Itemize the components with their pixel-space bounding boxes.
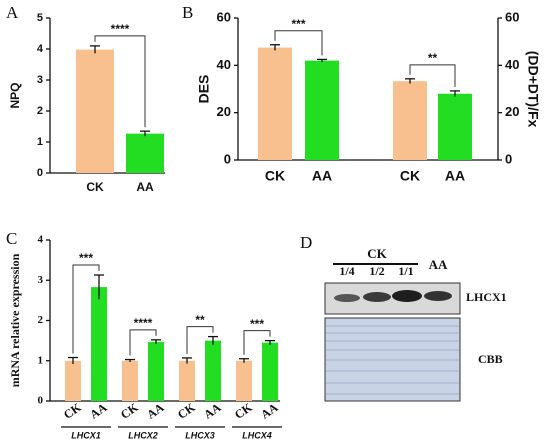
significance-bracket xyxy=(94,35,146,128)
group-label: CK xyxy=(367,246,387,261)
bar xyxy=(65,360,81,401)
y2-tick-label: 0 xyxy=(505,151,512,166)
group-label: LHCX1 xyxy=(71,430,101,440)
significance-label: ** xyxy=(195,313,205,327)
significance-bracket xyxy=(409,64,456,87)
panel-label: D xyxy=(300,233,312,252)
band xyxy=(363,292,391,302)
blot-panel: D CK 1/4 1/2 1/1 AA LHCX1 CBB xyxy=(300,233,507,402)
bar xyxy=(305,60,339,160)
y-axis-label: NPQ xyxy=(8,82,22,108)
lane-label: 1/1 xyxy=(398,264,413,278)
significance-label: *** xyxy=(79,251,93,265)
x-tick-label: AA xyxy=(136,180,154,194)
y-tick-label: 20 xyxy=(217,104,231,119)
bar xyxy=(91,287,107,401)
bar xyxy=(122,360,138,401)
y-tick-label: 4 xyxy=(38,234,44,246)
group-label: LHCX4 xyxy=(242,430,272,440)
stain-label: CBB xyxy=(478,352,503,366)
bar xyxy=(258,47,292,161)
y-tick-label: 1 xyxy=(37,136,43,148)
sample-label: AA xyxy=(429,257,448,272)
y2-axis-label: (DD+DT)/Fx xyxy=(525,51,541,128)
significance-bracket xyxy=(72,264,100,354)
panel-label: C xyxy=(6,229,17,248)
y-tick-label: 5 xyxy=(37,12,43,24)
y-tick-label: 0 xyxy=(37,167,43,179)
significance-label: **** xyxy=(111,22,130,36)
bar xyxy=(76,49,114,174)
panel-label: A xyxy=(6,3,19,22)
y-axis-label: mRNA relative expression xyxy=(8,253,22,387)
band xyxy=(392,290,422,302)
panel-label: B xyxy=(182,3,193,22)
lane-label: 1/2 xyxy=(369,264,384,278)
band-label: LHCX1 xyxy=(466,290,507,304)
significance-bracket xyxy=(186,326,214,354)
bar xyxy=(148,341,164,401)
y-tick-label: 3 xyxy=(37,74,43,86)
stain-lines xyxy=(326,325,459,395)
band xyxy=(424,291,452,301)
x-tick-label: CK xyxy=(400,168,420,184)
y-axis-label: DES xyxy=(196,75,212,104)
bar xyxy=(438,93,472,160)
bar xyxy=(236,360,252,401)
y2-tick-label: 40 xyxy=(505,57,519,72)
bar xyxy=(393,81,427,160)
group-label: LHCX2 xyxy=(128,430,158,440)
x-tick-label: CK xyxy=(86,180,104,194)
group-label: LHCX3 xyxy=(185,430,215,440)
y-tick-label: 0 xyxy=(224,151,231,166)
y-tick-label: 3 xyxy=(38,274,44,286)
y-tick-label: 40 xyxy=(217,57,231,72)
significance-bracket xyxy=(129,329,157,356)
y2-tick-label: 20 xyxy=(505,104,519,119)
x-tick-label: AA xyxy=(312,168,332,184)
significance-label: *** xyxy=(291,17,305,31)
x-tick-label: CK xyxy=(265,168,285,184)
y-tick-label: 2 xyxy=(37,105,43,117)
bar xyxy=(205,340,221,401)
bar xyxy=(179,360,195,401)
y-tick-label: 0 xyxy=(38,395,44,407)
significance-label: **** xyxy=(134,316,153,330)
band xyxy=(334,294,360,302)
lane-label: 1/4 xyxy=(339,264,354,278)
significance-label: ** xyxy=(428,51,438,65)
significance-bracket xyxy=(243,330,271,355)
x-tick-label: AA xyxy=(445,168,465,184)
bar xyxy=(126,133,164,173)
y-tick-label: 2 xyxy=(38,314,44,326)
significance-label: *** xyxy=(250,317,264,331)
bar xyxy=(262,342,278,401)
y-tick-label: 4 xyxy=(37,43,44,55)
y-tick-label: 1 xyxy=(38,354,44,366)
significance-bracket xyxy=(274,30,323,56)
y-tick-label: 60 xyxy=(217,9,231,24)
y2-tick-label: 60 xyxy=(505,9,519,24)
